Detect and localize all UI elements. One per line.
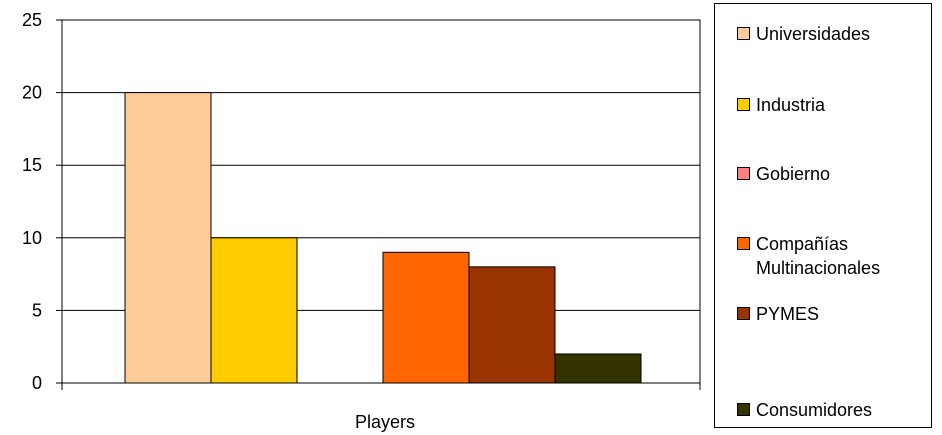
legend-label: Gobierno	[756, 164, 831, 184]
legend-swatch	[737, 98, 750, 111]
bar	[554, 353, 642, 384]
y-tick-label: 10	[22, 228, 42, 248]
legend-item-gobierno: Gobierno	[737, 162, 830, 186]
legend-label: Universidades	[756, 24, 871, 44]
bar	[210, 237, 298, 384]
legend-swatch	[737, 403, 750, 416]
legend-swatch	[737, 167, 750, 180]
legend-item-industria: Industria	[737, 93, 825, 117]
legend-label: Consumidores	[756, 400, 873, 420]
y-tick-label: 20	[22, 83, 42, 103]
legend-item-pymes: PYMES	[737, 302, 819, 326]
legend-swatch	[737, 307, 750, 320]
y-tick-labels: 0 5 10 15 20 25	[22, 10, 42, 393]
legend-item-consumidores: Consumidores	[737, 398, 872, 422]
bar	[468, 266, 556, 384]
y-tick-label: 0	[32, 373, 42, 393]
bar	[382, 251, 470, 384]
y-tick-label: 15	[22, 155, 42, 175]
legend-swatch	[737, 27, 750, 40]
legend-swatch	[737, 237, 750, 250]
legend-label: Compañías Multinacionales	[756, 234, 881, 278]
x-axis-title: Players	[355, 412, 415, 432]
axes	[56, 19, 701, 390]
y-tick-label: 5	[32, 300, 42, 320]
legend-label: PYMES	[756, 304, 820, 324]
y-tick-label: 25	[22, 10, 42, 30]
legend-item-companias-multinacionales: Compañías Multinacionales	[737, 232, 880, 280]
legend-item-universidades: Universidades	[737, 22, 870, 46]
legend: Universidades Industria Gobierno Compañí…	[714, 3, 932, 428]
bar	[124, 92, 212, 384]
legend-label: Industria	[756, 95, 826, 115]
